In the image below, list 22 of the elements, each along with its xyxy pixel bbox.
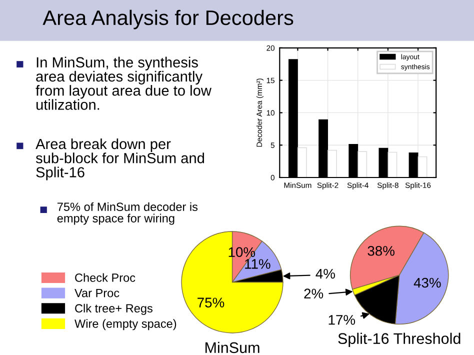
text: Area break down per sub-block for MinSum and Split-16 xyxy=(36,138,204,180)
legend-label: Wire (empty space) xyxy=(74,319,176,330)
data-label: 17% xyxy=(328,315,356,325)
text: In MinSum, the synthesis area deviates significantly from layout area due to low utilization. xyxy=(36,56,212,110)
data-label: 4% xyxy=(316,268,335,279)
pie-slice xyxy=(181,231,284,334)
bar xyxy=(358,151,368,178)
legend-label: Check Proc xyxy=(75,273,136,282)
data-label: 2% xyxy=(304,288,324,298)
data-label: 38% xyxy=(368,246,394,256)
text: Split-16 Threshold xyxy=(338,332,460,348)
bar xyxy=(298,147,307,178)
text: MinSum xyxy=(206,342,260,354)
data-label: 11% xyxy=(245,259,270,269)
data-label: 10% xyxy=(228,247,256,258)
bar xyxy=(328,150,338,178)
data-label: 43% xyxy=(414,278,441,288)
text: Area Analysis for Decoders xyxy=(42,10,294,30)
legend-label: Var Proc xyxy=(74,288,120,298)
legend-label: Clk tree+ Regs xyxy=(75,304,152,315)
data-label: 75% xyxy=(198,298,224,308)
text: 75% of MinSum decoder is empty space for wiring xyxy=(57,202,198,225)
